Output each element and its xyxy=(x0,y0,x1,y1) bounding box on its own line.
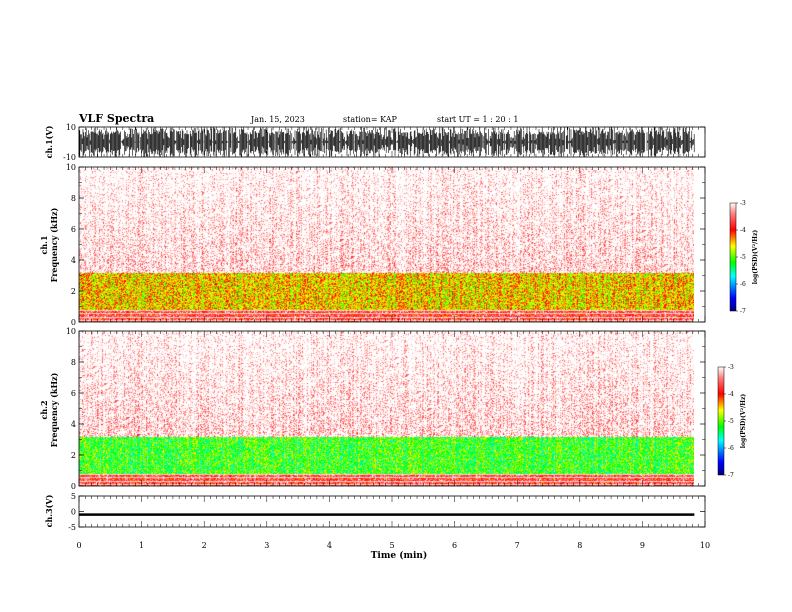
xtick-label: 1 xyxy=(139,541,144,550)
ch2-colorbar-gradient xyxy=(717,366,725,476)
colorbar-tick-label: -3 xyxy=(728,364,734,371)
ytick-label: 4 xyxy=(71,420,76,429)
ch2-spectrogram-panel xyxy=(79,331,694,486)
ch3-waveform-trace xyxy=(79,513,695,516)
xtick-label: 5 xyxy=(389,541,394,550)
colorbar-tick-label: -7 xyxy=(740,308,746,315)
ch1-spectrogram-ylabel: ch.1Frequency (kHz) xyxy=(39,207,59,282)
spectrogram-image-ch1 xyxy=(79,167,694,322)
ytick-label: 0 xyxy=(71,508,76,517)
ch3-waveform-ylabel: ch.3(V) xyxy=(44,494,54,527)
x-axis-label: Time (min) xyxy=(371,550,428,561)
ytick-label: -5 xyxy=(68,523,76,532)
ytick-label: 8 xyxy=(71,358,76,367)
ytick-label: 2 xyxy=(71,451,76,460)
ch2-spectrogram-ylabel: ch.2Frequency (kHz) xyxy=(39,372,59,447)
colorbar-tick-label: -3 xyxy=(740,200,746,207)
ytick-label: 10 xyxy=(66,327,76,336)
ytick-label: 10 xyxy=(66,123,76,132)
ytick-label: 0 xyxy=(71,482,76,491)
ytick-label: 6 xyxy=(71,389,76,398)
ch1-colorbar-label: log(PSD)(V²/Hz) xyxy=(752,230,759,285)
ch1-colorbar: -3 -4 -5 -6 -7 log(PSD)(V²/Hz) xyxy=(729,200,759,315)
colorbar-tick-label: -6 xyxy=(728,445,734,452)
ytick-label: 0 xyxy=(71,318,76,327)
ytick-label: -10 xyxy=(63,153,76,162)
ch3-waveform-panel xyxy=(79,513,695,516)
xtick-label: 10 xyxy=(700,541,710,550)
xtick-label: 0 xyxy=(76,541,81,550)
ch1-spectrogram-panel xyxy=(79,167,694,322)
ytick-label: 8 xyxy=(71,194,76,203)
ch1-waveform-trace xyxy=(78,127,695,157)
colorbar-tick-label: -5 xyxy=(740,254,746,261)
xtick-label: 7 xyxy=(515,541,520,550)
ch1-waveform-panel xyxy=(78,127,695,157)
ch1-waveform-ylabel: ch.1(V) xyxy=(44,125,54,158)
colorbar-tick-label: -6 xyxy=(740,281,746,288)
ytick-label: 4 xyxy=(71,256,76,265)
xtick-label: 2 xyxy=(202,541,207,550)
ytick-label: 2 xyxy=(71,287,76,296)
spectrogram-image-ch2 xyxy=(79,331,694,486)
ytick-label: 10 xyxy=(66,163,76,172)
ytick-label: 5 xyxy=(71,492,76,501)
colorbar-tick-label: -4 xyxy=(728,391,734,398)
station-label: station= KAP xyxy=(343,115,398,124)
xtick-label: 9 xyxy=(640,541,645,550)
xtick-label: 3 xyxy=(264,541,269,550)
start-time-label: start UT = 1 : 20 : 1 xyxy=(437,115,518,124)
colorbar-tick-label: -4 xyxy=(740,227,746,234)
colorbar-tick-label: -5 xyxy=(728,418,734,425)
ch1-colorbar-gradient xyxy=(729,202,737,312)
xtick-label: 6 xyxy=(452,541,457,550)
xtick-label: 8 xyxy=(577,541,582,550)
ch2-colorbar-label: log(PSD)(V²/Hz) xyxy=(740,394,747,449)
ytick-label: 6 xyxy=(71,225,76,234)
date-label: Jan. 15, 2023 xyxy=(250,115,305,124)
colorbar-tick-label: -7 xyxy=(728,472,734,479)
figure-title: VLF Spectra xyxy=(78,112,154,125)
xtick-label: 4 xyxy=(327,541,332,550)
ch2-colorbar: -3 -4 -5 -6 -7 log(PSD)(V²/Hz) xyxy=(717,364,747,479)
